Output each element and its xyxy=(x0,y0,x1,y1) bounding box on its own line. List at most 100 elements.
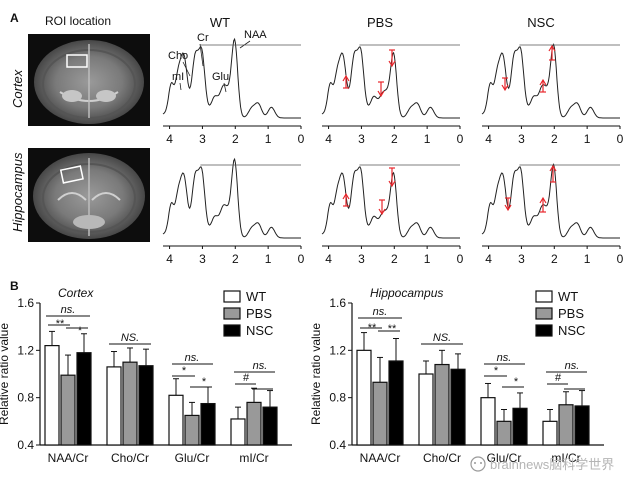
sig-label-glu-wt-pbs: * xyxy=(182,365,187,377)
peak-label-glu: Glu xyxy=(212,71,229,83)
sig-label-glu-ns: ns. xyxy=(185,352,200,364)
arrow-nsc-hippo-glu-head xyxy=(539,196,547,204)
legend-label-wt: WT xyxy=(246,289,266,304)
sig-label-glu-ns: ns. xyxy=(497,352,512,364)
row-label-cortex: Cortex xyxy=(10,69,25,108)
x-tick-label: 1 xyxy=(424,252,431,266)
legend-swatch-nsc xyxy=(223,324,241,337)
sig-label-cho-ns: NS. xyxy=(121,332,139,344)
y-tick-label: 0.4 xyxy=(329,438,346,452)
category-label: Glu/Cr xyxy=(175,451,210,465)
x-tick-label: 2 xyxy=(232,252,239,266)
x-tick-label: 4 xyxy=(166,132,173,146)
spectrum-hippocampus-wt: 4 3 2 1 0 xyxy=(162,157,305,266)
bar-pbs-0 xyxy=(60,374,76,446)
x-tick-label: 4 xyxy=(325,132,332,146)
roi-box-hippocampus xyxy=(59,165,84,184)
y-axis-label: Relative ratio value xyxy=(309,323,323,425)
bar-wt-0 xyxy=(44,345,60,446)
column-title-nsc: NSC xyxy=(527,15,554,30)
bar-wt-1 xyxy=(418,373,434,446)
category-label: Cho/Cr xyxy=(111,451,149,465)
x-tick-label: 3 xyxy=(199,132,206,146)
x-tick-label: 2 xyxy=(391,252,398,266)
y-tick-label: 1.2 xyxy=(17,343,34,357)
bar-wt-3 xyxy=(230,418,246,446)
bar-pbs-2 xyxy=(496,420,512,446)
legend-label-nsc: NSC xyxy=(558,323,585,338)
bar-chart-cortex: 0.4 0.8 1.2 1.6 Relative ratio value Cortex NA… xyxy=(0,286,292,465)
legend-label-wt: WT xyxy=(558,289,578,304)
spectrum-cortex-wt: 4 3 2 1 0 xyxy=(162,37,305,146)
bar-nsc-2 xyxy=(512,407,528,446)
y-tick-label: 0.8 xyxy=(329,391,346,405)
bar-pbs-3 xyxy=(558,404,574,446)
x-tick-label: 4 xyxy=(166,252,173,266)
x-tick-label: 4 xyxy=(325,252,332,266)
sig-label-mi-ns: ns. xyxy=(565,360,580,372)
panel-a-label: A xyxy=(10,11,19,25)
sig-label-naa-pbs-nsc: ** xyxy=(388,323,397,335)
x-tick-label: 1 xyxy=(584,132,591,146)
sig-label-glu-pbs-nsc: * xyxy=(514,376,519,388)
category-label: NAA/Cr xyxy=(48,451,89,465)
arrow-pbs-hippo-mi-head xyxy=(342,192,350,200)
x-tick-label: 1 xyxy=(265,252,272,266)
wechat-icon xyxy=(470,456,486,472)
x-tick-label: 2 xyxy=(551,132,558,146)
peak-label-mi: mI xyxy=(172,71,184,83)
arrow-nsc-cortex-naa-head xyxy=(548,44,556,52)
sig-label-naa-pbs-nsc: * xyxy=(78,325,83,337)
peak-label-naa: NAA xyxy=(244,29,267,41)
arrow-pbs-cortex-mi-head xyxy=(342,74,350,82)
spectrum-trace xyxy=(321,46,460,119)
spectrum-trace xyxy=(162,157,301,239)
spectrum-trace xyxy=(162,37,301,119)
x-tick-label: 0 xyxy=(617,252,624,266)
x-tick-label: 3 xyxy=(518,252,525,266)
spectrum-trace xyxy=(321,166,460,239)
legend-label-pbs: PBS xyxy=(246,306,272,321)
x-tick-label: 3 xyxy=(518,132,525,146)
legend-label-pbs: PBS xyxy=(558,306,584,321)
x-tick-label: 4 xyxy=(485,252,492,266)
x-tick-label: 4 xyxy=(485,132,492,146)
category-label: mI/Cr xyxy=(551,451,580,465)
arrow-nsc-cortex-mi-head xyxy=(501,84,509,92)
x-tick-label: 0 xyxy=(457,252,464,266)
x-tick-label: 0 xyxy=(617,132,624,146)
sig-label-naa-ns: ns. xyxy=(373,306,388,318)
arrow-pbs-hippo-glu-head xyxy=(378,208,386,216)
bar-nsc-3 xyxy=(574,405,590,446)
legend-swatch-wt xyxy=(535,290,553,303)
bar-pbs-1 xyxy=(434,363,450,446)
roi-box-cortex xyxy=(66,54,88,68)
arrow-pbs-cortex-naa-head xyxy=(388,60,396,68)
sig-label-mi-hash: # xyxy=(555,372,562,384)
bar-wt-0 xyxy=(356,349,372,446)
change-arrows xyxy=(342,44,557,216)
x-tick-label: 3 xyxy=(358,252,365,266)
bar-nsc-1 xyxy=(138,365,154,446)
bar-wt-3 xyxy=(542,420,558,446)
arrow-nsc-hippo-mi-head xyxy=(504,204,512,212)
x-tick-label: 2 xyxy=(391,132,398,146)
column-title-pbs: PBS xyxy=(367,15,393,30)
sig-label-mi-ns: ns. xyxy=(253,360,268,372)
bar-pbs-1 xyxy=(122,361,138,446)
category-label: NAA/Cr xyxy=(360,451,401,465)
roi-title: ROI location xyxy=(45,14,111,28)
category-label: Cho/Cr xyxy=(423,451,461,465)
arrow-pbs-hippo-naa-head xyxy=(388,180,396,188)
row-label-hippocampus: Hippocampus xyxy=(10,152,25,232)
mri-image-cortex xyxy=(28,34,150,126)
bar-pbs-0 xyxy=(372,381,388,446)
x-tick-label: 3 xyxy=(358,132,365,146)
bar-wt-2 xyxy=(480,397,496,446)
sig-label-naa-wt-pbs: ** xyxy=(56,318,65,330)
legend-swatch-wt xyxy=(223,290,241,303)
y-tick-label: 0.4 xyxy=(17,438,34,452)
y-axis-label: Relative ratio value xyxy=(0,323,11,425)
watermark-text: brainnews脑科学世界 xyxy=(490,457,614,472)
spectrum-trace xyxy=(481,43,620,119)
